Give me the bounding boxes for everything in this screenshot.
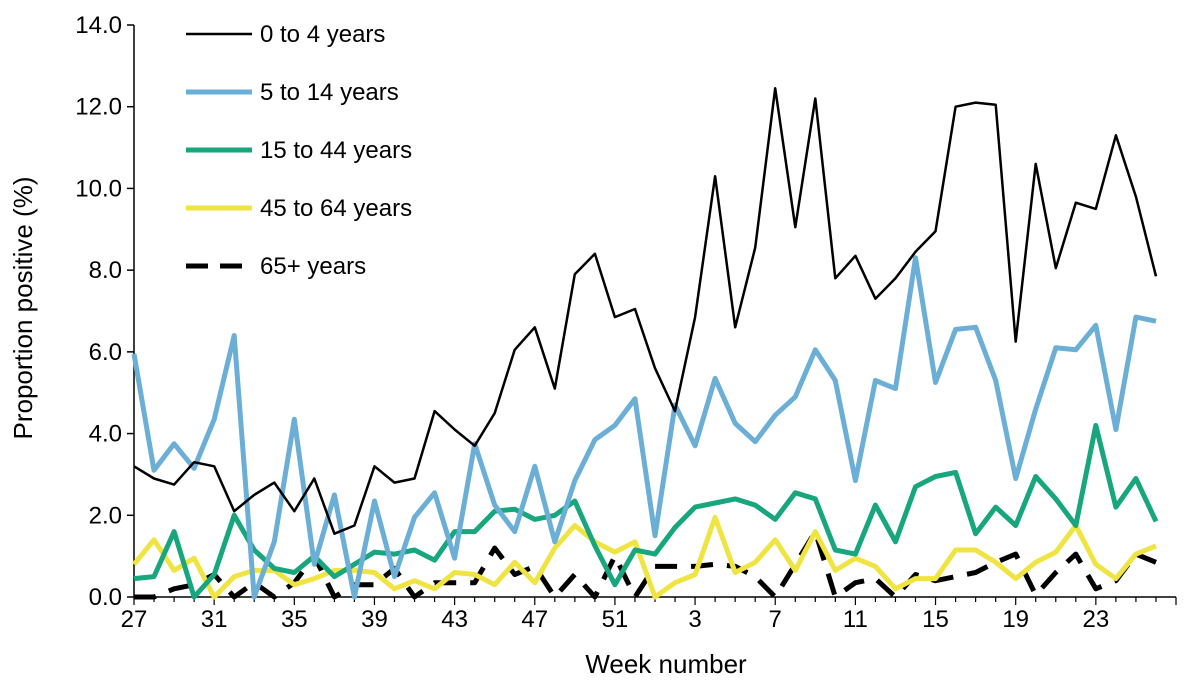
- x-tick-label: 7: [769, 606, 782, 633]
- series-line-2: [133, 422, 1159, 600]
- x-tick-label: 43: [441, 606, 468, 633]
- x-tick-label: 35: [281, 606, 308, 633]
- x-tick-label: 39: [361, 606, 388, 633]
- x-tick-label: 3: [688, 606, 701, 633]
- x-tick-label: 27: [121, 606, 148, 633]
- y-tick-label: 6.0: [89, 339, 122, 366]
- x-tick-label: 15: [922, 606, 949, 633]
- y-tick-label: 12.0: [75, 94, 122, 121]
- y-tick-label: 8.0: [89, 257, 122, 284]
- x-tick-label: 19: [1002, 606, 1029, 633]
- series-line-4: [134, 529, 1157, 600]
- x-tick-label: 11: [843, 606, 868, 633]
- y-tick-label: 2.0: [89, 502, 122, 529]
- series-line-0: [133, 87, 1158, 535]
- legend-label-1: 5 to 14 years: [260, 79, 399, 106]
- y-tick-label: 4.0: [89, 421, 122, 448]
- y-tick-label: 0.0: [89, 584, 122, 611]
- y-tick-label: 10.0: [75, 175, 122, 202]
- legend: 0 to 4 years 5 to 14 years 15 to 44 years 4…: [186, 21, 412, 280]
- x-tick-label: 23: [1082, 606, 1109, 633]
- x-tick-label: 51: [602, 606, 629, 633]
- axes: 0.0 2.0 4.0 6.0 8.0 10.0 12.0 14.0 27 31 35 39 43 47 5…: [75, 12, 1177, 633]
- x-tick-label: 31: [201, 606, 228, 633]
- series-line-3: [132, 514, 1157, 600]
- legend-label-0: 0 to 4 years: [260, 21, 385, 48]
- legend-label-2: 15 to 44 years: [260, 137, 412, 164]
- y-axis-title: Proportion positive (%): [8, 177, 38, 440]
- legend-label-4: 65+ years: [260, 253, 366, 280]
- x-axis-title: Week number: [585, 649, 747, 679]
- legend-label-3: 45 to 64 years: [260, 195, 412, 222]
- series-layer: [131, 87, 1159, 600]
- series-line-1: [131, 255, 1157, 600]
- y-tick-label: 14.0: [75, 12, 122, 39]
- x-tick-label: 47: [521, 606, 548, 633]
